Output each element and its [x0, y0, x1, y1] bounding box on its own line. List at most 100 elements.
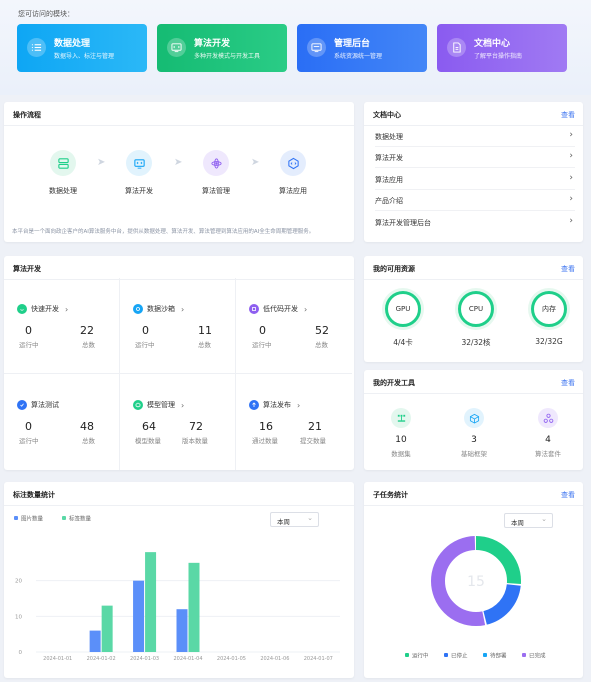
view-link[interactable]: 查看 [561, 111, 575, 119]
bar[interactable] [101, 605, 113, 652]
doc-item[interactable]: 算法开发 › [375, 147, 575, 168]
arrow-right-icon: ➤ [251, 157, 260, 168]
select-value: 本周 [277, 518, 290, 526]
view-link[interactable]: 查看 [561, 491, 575, 499]
module-title: 数据处理 [54, 39, 91, 49]
tool-suite[interactable]: 4 算法套件 [518, 408, 578, 458]
monitor-icon [307, 38, 326, 57]
cell-key: 总数 [82, 437, 95, 445]
card-header: 算法开发 [4, 256, 354, 280]
view-link[interactable]: 查看 [561, 265, 575, 273]
cell-label: 快速开发 [31, 305, 59, 313]
flow-step-label: 算法管理 [202, 187, 230, 195]
bar[interactable] [176, 609, 188, 652]
cell-key: 运行中 [19, 437, 39, 445]
arrow-right-icon: ➤ [174, 157, 183, 168]
doc-item-label: 算法开发 [375, 154, 403, 162]
week-select[interactable]: 本周 ⌄ [504, 513, 553, 528]
document-icon [447, 38, 466, 57]
cell-value: 0 [25, 420, 32, 433]
view-link[interactable]: 查看 [561, 379, 575, 387]
algo-dev-card: 算法开发 [4, 256, 354, 470]
app-icon [280, 150, 306, 176]
x-tick-label: 2024-01-03 [130, 656, 159, 662]
cell-key: 模型数量 [135, 437, 161, 445]
code-icon [167, 38, 186, 57]
x-tick-label: 2024-01-01 [43, 656, 72, 662]
module-card-algorithm-dev[interactable]: 算法开发 多种开发模式与开发工具 [157, 24, 287, 72]
module-card-docs[interactable]: 文档中心 了解平台操作指南 [437, 24, 567, 72]
chevron-right-icon: › [297, 400, 301, 410]
module-card-admin[interactable]: 管理后台 系统资源统一管理 [297, 24, 427, 72]
tool-framework[interactable]: 3 基础框架 [444, 408, 504, 458]
flow-step-algo-app[interactable]: 算法应用 [263, 150, 323, 196]
memory-ring: 内存 [531, 291, 567, 327]
doc-item-label: 算法应用 [375, 176, 403, 184]
cube-icon [464, 408, 484, 428]
legend-swatch [62, 516, 66, 520]
module-title: 管理后台 [334, 39, 371, 49]
y-tick-label: 10 [15, 614, 22, 620]
cell-value: 16 [259, 420, 273, 433]
doc-item[interactable]: 数据处理 › [375, 126, 575, 147]
card-title: 文档中心 [373, 111, 401, 119]
algo-cell-sandbox[interactable]: 数据沙箱 › 0 11 运行中 总数 [120, 278, 236, 374]
x-tick-label: 2024-01-05 [217, 656, 246, 662]
smile-icon [17, 304, 27, 314]
cell-value: 22 [80, 324, 94, 337]
legend-label: 标签数量 [69, 515, 92, 523]
doc-item[interactable]: 算法开发管理后台 › [375, 212, 575, 233]
legend-swatch [522, 653, 526, 657]
algo-cell-lowcode[interactable]: 低代码开发 › 0 52 运行中 总数 [236, 278, 352, 374]
cell-value: 0 [142, 324, 149, 337]
cell-value: 21 [308, 420, 322, 433]
module-card-data-processing[interactable]: 数据处理 数据导入、标注与管理 [17, 24, 147, 72]
algo-cell-quick-dev[interactable]: 快速开发 › 0 22 运行中 总数 [4, 278, 120, 374]
doc-item[interactable]: 算法应用 › [375, 169, 575, 190]
flow-step-algo-manage[interactable]: 算法管理 [186, 150, 246, 196]
tool-label: 数据集 [391, 450, 411, 458]
cell-key: 运行中 [252, 341, 272, 349]
tool-label: 算法套件 [535, 450, 561, 458]
algo-cell-publish[interactable]: 算法发布 › 16 21 通过数量 提交数量 [236, 374, 352, 470]
card-title: 算法开发 [13, 265, 41, 273]
card-header: 标注数量统计 [4, 482, 354, 506]
chevron-right-icon: › [569, 173, 573, 183]
bar[interactable] [89, 630, 101, 652]
card-title: 我的可用资源 [373, 265, 415, 273]
week-select[interactable]: 本周 ⌄ [270, 512, 319, 527]
algo-cell-model[interactable]: 模型管理 › 64 72 模型数量 版本数量 [120, 374, 236, 470]
select-value: 本周 [511, 519, 524, 527]
card-header: 子任务统计 查看 [364, 482, 583, 506]
bar[interactable] [188, 562, 200, 652]
bar[interactable] [145, 552, 157, 652]
module-desc: 数据导入、标注与管理 [54, 53, 115, 60]
cell-value: 11 [198, 324, 212, 337]
cell-key: 通过数量 [252, 437, 278, 445]
list-icon [27, 38, 46, 57]
cell-key: 版本数量 [182, 437, 208, 445]
card-title: 操作流程 [13, 111, 41, 119]
chevron-right-icon: › [181, 304, 185, 314]
code-screen-icon [126, 150, 152, 176]
donut-slice[interactable] [431, 536, 521, 626]
cell-value: 64 [142, 420, 156, 433]
card-title: 子任务统计 [373, 491, 408, 499]
gpu-ring: GPU [385, 291, 421, 327]
flow-step-algo-dev[interactable]: 算法开发 [109, 150, 169, 196]
legend-swatch [483, 653, 487, 657]
cell-value: 0 [25, 324, 32, 337]
doc-item[interactable]: 产品介绍 › [375, 190, 575, 211]
bar[interactable] [133, 580, 145, 652]
legend-label: 运行中 [412, 652, 429, 660]
legend-label: 图片数量 [21, 515, 44, 523]
donut-slice[interactable] [431, 536, 521, 626]
resource-value: 4/4卡 [393, 338, 413, 347]
flow-step-data[interactable]: 数据处理 [33, 150, 93, 196]
atom-icon [203, 150, 229, 176]
dataset-icon [391, 408, 411, 428]
algo-cell-test[interactable]: 算法测试 0 48 运行中 总数 [4, 374, 120, 470]
module-desc: 系统资源统一管理 [334, 53, 383, 60]
tool-dataset[interactable]: 10 数据集 [371, 408, 431, 458]
cell-value: 0 [259, 324, 266, 337]
